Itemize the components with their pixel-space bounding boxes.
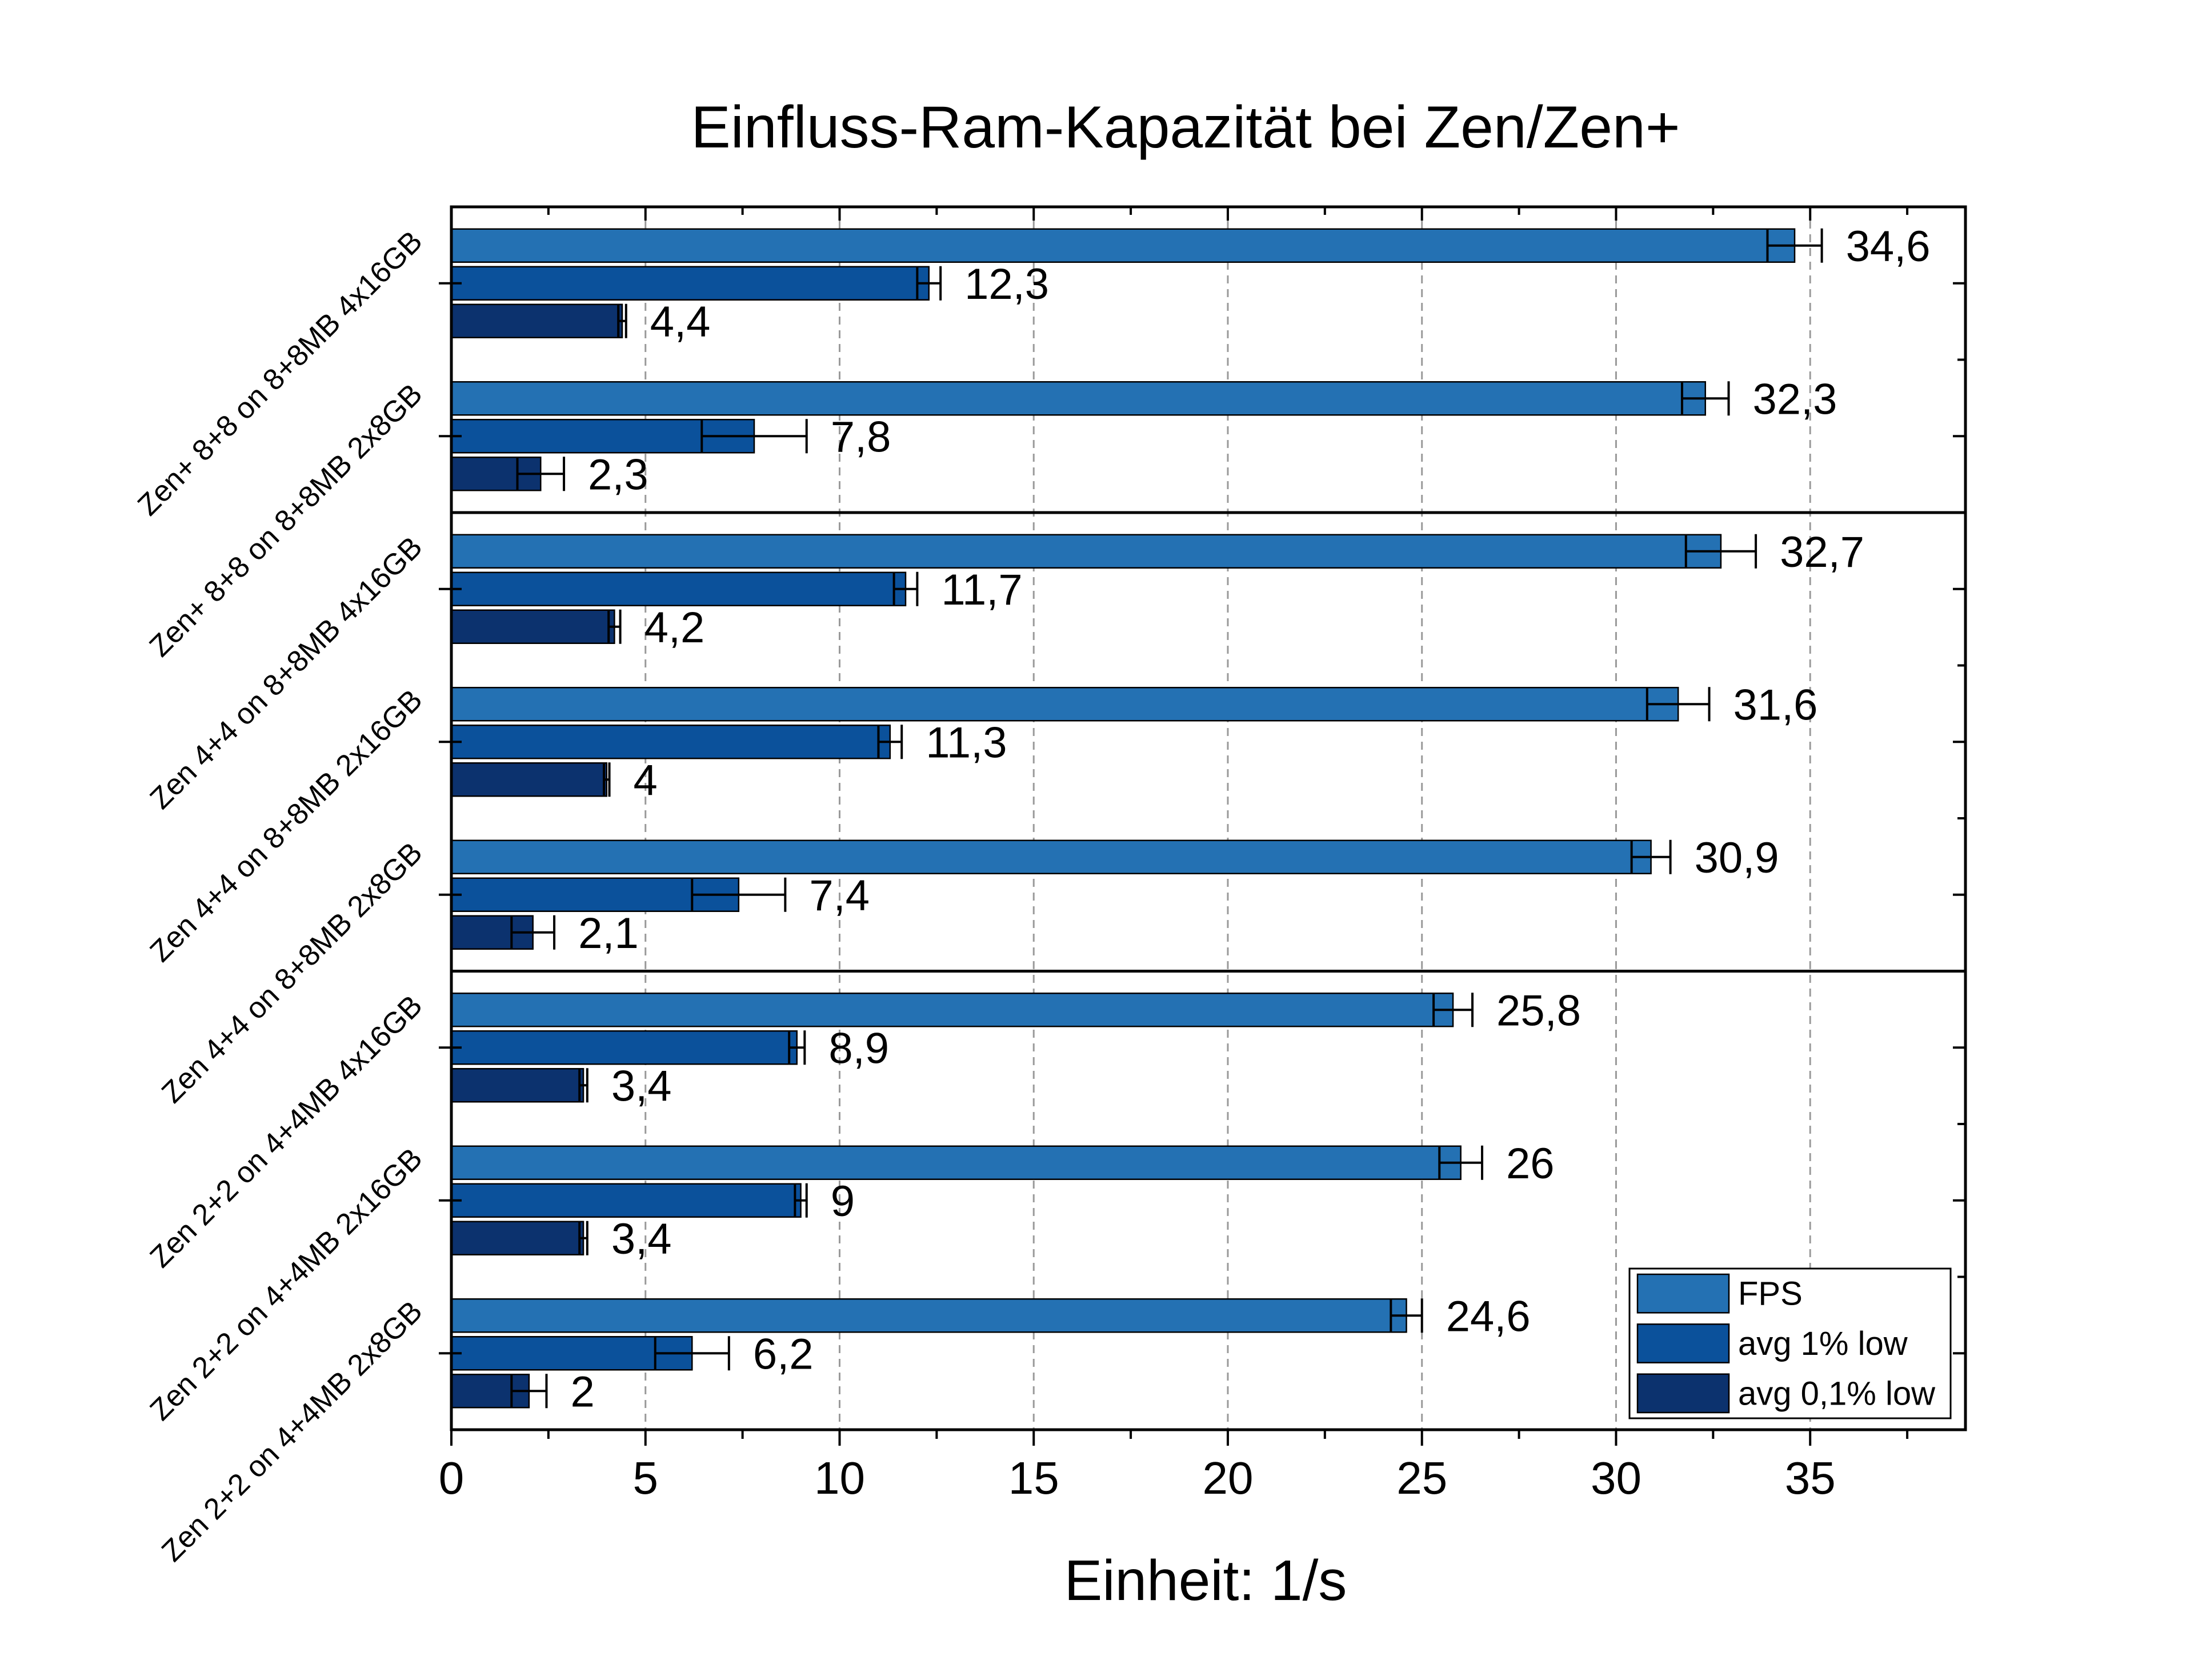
bar: [450, 1221, 584, 1255]
bar: [450, 1145, 1462, 1180]
bar: [450, 687, 1679, 722]
bar: [450, 381, 1706, 416]
category-label: Zen+ 8+8 on 8+8MB 2x8GB: [143, 378, 429, 663]
bar: [450, 303, 623, 338]
bar: [450, 571, 907, 606]
data-label: 2: [570, 1367, 594, 1416]
x-tick-label: 30: [1591, 1453, 1642, 1503]
bar: [450, 1030, 798, 1065]
data-label: 31,6: [1733, 681, 1818, 729]
x-tick-label: 15: [1008, 1453, 1059, 1503]
data-label: 2,3: [588, 450, 648, 499]
data-label: 3,4: [611, 1215, 672, 1263]
bar: [450, 762, 608, 797]
data-label: 9: [831, 1177, 855, 1226]
legend: FPS avg 1% low avg 0,1% low: [1628, 1267, 1952, 1419]
data-label: 32,3: [1753, 375, 1837, 423]
data-label: 24,6: [1446, 1292, 1531, 1341]
legend-label: FPS: [1738, 1275, 1803, 1313]
data-label: 25,8: [1496, 986, 1581, 1035]
bar: [450, 725, 891, 759]
legend-label: avg 1% low: [1738, 1325, 1908, 1362]
legend-swatch: [1636, 1273, 1730, 1314]
x-tick-label: 5: [632, 1453, 658, 1503]
x-tick-label: 35: [1785, 1453, 1836, 1503]
data-label: 4: [634, 756, 658, 805]
bar: [450, 839, 1652, 874]
data-label: 8,9: [828, 1024, 889, 1073]
x-axis-title: Einheit: 1/s: [1064, 1549, 1347, 1613]
data-label: 4,4: [650, 298, 711, 346]
x-tick-label: 10: [814, 1453, 865, 1503]
grid-lines: [644, 207, 1811, 1430]
data-label: 12,3: [964, 260, 1049, 309]
bar: [450, 1298, 1407, 1333]
data-label: 7,4: [809, 871, 870, 920]
chart-title: Einfluss-Ram-Kapazität bei Zen/Zen+: [691, 94, 1680, 161]
data-label: 11,7: [941, 566, 1022, 614]
legend-label: avg 0,1% low: [1738, 1375, 1936, 1412]
category-label: Zen 2+2 on 4+4MB 2x8GB: [155, 1295, 429, 1568]
data-label: 3,4: [611, 1062, 672, 1110]
data-label: 34,6: [1846, 222, 1931, 271]
bar: [450, 228, 1796, 263]
category-label: Zen 4+4 on 8+8MB 2x8GB: [155, 836, 429, 1109]
legend-swatch: [1636, 1373, 1730, 1414]
legend-swatch: [1636, 1323, 1730, 1363]
category-label: Zen+ 8+8 on 8+8MB 4x16GB: [131, 225, 429, 522]
category-label: Zen 4+4 on 8+8MB 4x16GB: [144, 530, 429, 815]
data-label: 26: [1506, 1139, 1555, 1188]
x-tick-label: 25: [1396, 1453, 1447, 1503]
axis-ticks: [439, 207, 1965, 1446]
data-label: 7,8: [831, 413, 891, 461]
bar: [450, 1068, 584, 1103]
category-label: Zen 2+2 on 4+4MB 4x16GB: [144, 989, 429, 1274]
bars: [450, 228, 1823, 1409]
data-label: 30,9: [1695, 834, 1779, 882]
category-label: Zen 4+4 on 8+8MB 2x16GB: [144, 683, 429, 969]
bar: [450, 993, 1454, 1027]
category-label: Zen 2+2 on 4+4MB 2x16GB: [144, 1142, 429, 1427]
bar: [450, 266, 930, 301]
data-label: 4,2: [644, 603, 705, 652]
x-tick-label: 20: [1202, 1453, 1253, 1503]
bar: [450, 534, 1722, 569]
data-label: 11,3: [926, 718, 1007, 767]
bar: [450, 609, 615, 644]
data-label: 32,7: [1780, 528, 1864, 577]
bar: [450, 1183, 802, 1218]
data-label: 2,1: [578, 909, 639, 958]
x-tick-label: 0: [439, 1453, 465, 1503]
data-label: 6,2: [753, 1330, 814, 1378]
